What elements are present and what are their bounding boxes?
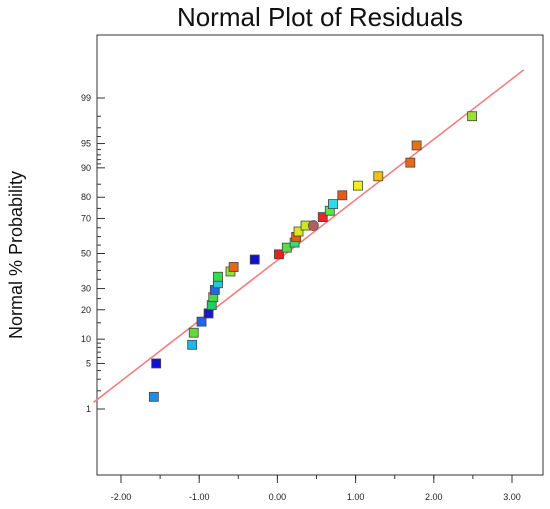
data-point: [151, 358, 162, 369]
data-point: [274, 249, 284, 260]
data-point: [213, 271, 223, 282]
data-point: [317, 212, 328, 222]
data-point: [337, 190, 348, 201]
plot-area: [96, 34, 544, 476]
data-point: [187, 339, 198, 350]
data-point: [196, 316, 207, 327]
data-point: [353, 180, 363, 191]
y-tick-label: 20: [81, 305, 91, 315]
data-point: [281, 242, 292, 253]
reference-line: [93, 69, 525, 403]
y-tick-label: 5: [86, 358, 91, 368]
data-point: [405, 157, 416, 168]
y-tick-label: 99: [81, 93, 91, 103]
data-point: [228, 262, 239, 272]
chart-title: Normal Plot of Residuals: [176, 2, 464, 32]
y-tick-label: 80: [81, 192, 91, 202]
data-point: [328, 199, 338, 210]
data-point: [188, 327, 199, 338]
data-point: [249, 254, 260, 265]
data-point: [307, 220, 319, 231]
data-point: [293, 226, 304, 237]
y-tick-label: 95: [81, 139, 91, 149]
x-tick-label: 0.00: [269, 492, 287, 502]
data-point: [373, 171, 384, 182]
data-point: [148, 391, 159, 402]
x-tick-label: -2.00: [111, 492, 132, 502]
data-point: [467, 111, 478, 122]
y-tick-label: 10: [81, 334, 91, 344]
x-tick-label: -1.00: [189, 492, 210, 502]
x-tick-label: 1.00: [347, 492, 365, 502]
data-point: [411, 140, 422, 151]
x-tick-label: 3.00: [503, 492, 521, 502]
y-tick-label: 1: [86, 404, 91, 414]
y-tick-label: 90: [81, 163, 91, 173]
x-tick-label: 2.00: [425, 492, 443, 502]
data-point: [203, 308, 214, 319]
y-tick-label: 30: [81, 284, 91, 294]
y-tick-label: 50: [81, 249, 91, 259]
y-tick-label: 70: [81, 213, 91, 223]
y-axis-label: Normal % Probability: [6, 171, 26, 339]
